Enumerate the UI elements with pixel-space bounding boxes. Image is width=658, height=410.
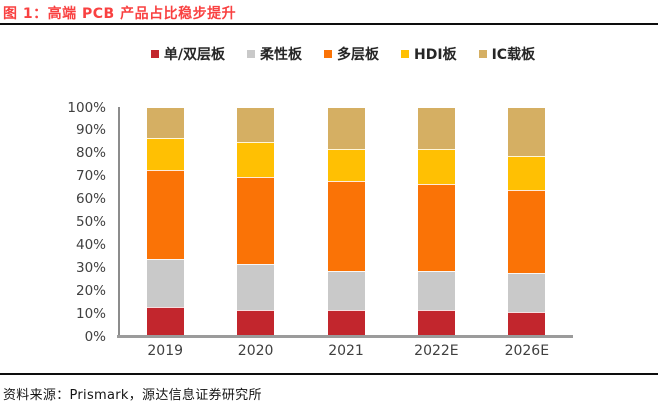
legend-marker	[247, 50, 256, 58]
legend-item: 柔性板	[247, 44, 302, 64]
bar-segment	[417, 309, 455, 337]
bar-segment	[146, 137, 184, 170]
y-tick-label: 60%	[75, 191, 106, 208]
bar-segment	[327, 270, 365, 310]
x-tick-label: 2019	[147, 343, 184, 359]
legend-label: 多层板	[337, 47, 380, 63]
legend-label: 柔性板	[260, 47, 303, 63]
legend-marker	[478, 50, 487, 58]
y-tick-label: 80%	[75, 145, 106, 162]
legend-label: 单/双层板	[163, 47, 226, 63]
bar-segment	[146, 259, 184, 308]
bar-slot	[482, 108, 572, 337]
bar-slot	[120, 108, 210, 337]
bar-segment	[146, 307, 184, 337]
legend-item: IC载板	[478, 44, 536, 64]
y-tick-label: 10%	[75, 305, 106, 322]
y-tick-label: 20%	[75, 282, 106, 299]
bar-segment	[508, 272, 546, 312]
stacked-bar-2020	[237, 108, 275, 337]
bar-segment	[237, 263, 275, 310]
legend-label: IC载板	[491, 47, 536, 63]
stacked-bar-2026E	[508, 108, 546, 337]
legend-marker	[150, 50, 159, 58]
legend-item: 单/双层板	[150, 44, 226, 64]
stacked-bar-2022E	[417, 108, 455, 337]
plot-area	[120, 108, 572, 337]
x-tick-label: 2020	[237, 343, 274, 359]
x-axis: 2019 2020 2021 2022E 2026E	[120, 343, 572, 359]
legend-item: HDI板	[401, 44, 457, 64]
x-tick-label: 2021	[328, 343, 364, 359]
legend-item: 多层板	[324, 44, 379, 64]
y-tick-label: 50%	[75, 214, 106, 230]
y-tick-label: 70%	[75, 168, 106, 185]
y-axis: 0% 10% 20% 30% 40% 50% 60% 70% 80% 90% 100%	[0, 100, 106, 344]
bar-segment	[417, 149, 455, 184]
bar-segment	[417, 108, 455, 150]
bar-segment	[327, 309, 365, 337]
bar-segment	[146, 169, 184, 260]
bar-slot	[210, 108, 300, 337]
bar-segment	[327, 149, 365, 182]
bar-segment	[237, 309, 275, 337]
bar-segment	[146, 108, 184, 138]
y-tick-label: 30%	[75, 259, 106, 276]
y-tick-label: 40%	[75, 236, 106, 253]
bar-segment	[508, 190, 546, 273]
y-axis-line	[118, 107, 120, 337]
title-divider	[0, 23, 658, 25]
footer-divider	[0, 373, 658, 375]
legend-marker	[401, 50, 410, 58]
legend-label: HDI板	[414, 47, 457, 63]
bar-segment	[508, 108, 546, 157]
y-tick-label: 100%	[67, 99, 106, 116]
bar-segment	[237, 176, 275, 264]
x-tick-label: 2026E	[504, 343, 550, 359]
bar-segment	[508, 156, 546, 191]
bar-segment	[508, 311, 546, 337]
bar-slot	[301, 108, 391, 337]
bar-segment	[237, 142, 275, 177]
figure-title: 图 1：高端 PCB 产品占比稳步提升	[3, 6, 237, 22]
bar-slot	[391, 108, 481, 337]
legend-marker	[324, 50, 333, 58]
bar-segment	[417, 183, 455, 271]
x-axis-line	[117, 335, 573, 338]
y-tick-label: 0%	[84, 328, 106, 345]
bar-segment	[237, 108, 275, 143]
bar-segment	[327, 108, 365, 150]
bar-segment	[327, 181, 365, 271]
chart-legend: 单/双层板 柔性板 多层板 HDI板 IC载板	[0, 44, 658, 64]
bar-segment	[417, 270, 455, 310]
source-note: 资料来源：Prismark，源达信息证券研究所	[3, 388, 262, 403]
stacked-bar-2021	[327, 108, 365, 337]
stacked-bar-2019	[146, 108, 184, 337]
y-tick-label: 90%	[75, 122, 106, 139]
x-tick-label: 2022E	[414, 343, 459, 359]
